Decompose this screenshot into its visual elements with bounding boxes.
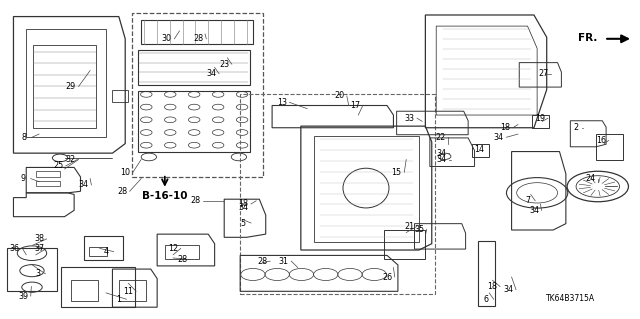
Text: 18: 18	[488, 282, 497, 291]
Text: 34: 34	[207, 69, 216, 78]
Text: 6: 6	[484, 295, 488, 304]
Text: 28: 28	[194, 34, 204, 43]
Text: 34: 34	[494, 133, 504, 142]
Text: 28: 28	[191, 196, 200, 205]
Text: 37: 37	[34, 244, 44, 253]
Text: 24: 24	[585, 174, 595, 183]
Text: 34: 34	[529, 206, 539, 215]
Text: 22: 22	[435, 133, 445, 142]
Text: TK64B3715A: TK64B3715A	[546, 294, 595, 303]
Bar	[532, 115, 548, 128]
Text: 34: 34	[504, 285, 513, 294]
Text: 29: 29	[66, 82, 76, 91]
Bar	[596, 134, 623, 160]
Bar	[119, 280, 146, 301]
Text: 23: 23	[219, 60, 229, 69]
Text: 21: 21	[404, 222, 415, 231]
Text: 8: 8	[22, 133, 27, 142]
Text: 3: 3	[35, 269, 40, 278]
Bar	[33, 45, 97, 128]
Bar	[89, 248, 107, 256]
Bar	[240, 94, 435, 294]
Text: 28: 28	[117, 187, 127, 196]
Text: 32: 32	[66, 155, 76, 164]
Bar	[166, 245, 198, 259]
Text: 27: 27	[538, 69, 548, 78]
Text: 13: 13	[276, 98, 287, 107]
Bar	[132, 13, 262, 177]
Bar	[472, 144, 488, 157]
Text: 5: 5	[241, 219, 246, 227]
Text: 10: 10	[120, 168, 130, 177]
Text: 35: 35	[414, 225, 424, 234]
Bar	[84, 236, 124, 260]
Text: 36: 36	[10, 244, 20, 253]
Bar	[478, 241, 495, 306]
Text: 18: 18	[238, 199, 248, 208]
Bar	[61, 268, 135, 307]
Text: B-16-10: B-16-10	[142, 191, 188, 201]
Text: 30: 30	[162, 34, 172, 43]
Bar	[36, 171, 60, 177]
Text: 7: 7	[525, 196, 530, 205]
Text: 34: 34	[238, 203, 248, 211]
Text: 34: 34	[436, 149, 446, 158]
Text: 18: 18	[500, 123, 510, 132]
Text: 14: 14	[475, 145, 484, 154]
Text: 34: 34	[79, 181, 89, 189]
Text: 19: 19	[535, 114, 545, 123]
Text: 33: 33	[404, 114, 415, 123]
Bar	[138, 50, 250, 85]
Bar	[71, 280, 98, 301]
Text: 12: 12	[168, 244, 178, 253]
Text: 17: 17	[350, 101, 360, 110]
Text: 28: 28	[257, 257, 268, 266]
Text: 15: 15	[392, 168, 402, 177]
Text: 1: 1	[116, 295, 122, 304]
Text: 20: 20	[334, 92, 344, 100]
Text: 2: 2	[573, 123, 578, 132]
Bar	[7, 249, 57, 291]
Text: 9: 9	[20, 174, 26, 183]
Text: FR.: FR.	[579, 33, 598, 43]
Text: 34: 34	[436, 155, 446, 164]
Text: 16: 16	[596, 136, 606, 145]
Text: 4: 4	[104, 247, 109, 256]
Text: 38: 38	[34, 234, 44, 243]
Text: 28: 28	[178, 255, 188, 264]
Bar	[36, 181, 60, 187]
Text: 26: 26	[382, 272, 392, 281]
Text: 39: 39	[18, 292, 28, 300]
Text: 11: 11	[124, 287, 133, 296]
Text: 25: 25	[53, 161, 63, 170]
Bar	[138, 91, 250, 152]
Text: 31: 31	[278, 257, 289, 266]
